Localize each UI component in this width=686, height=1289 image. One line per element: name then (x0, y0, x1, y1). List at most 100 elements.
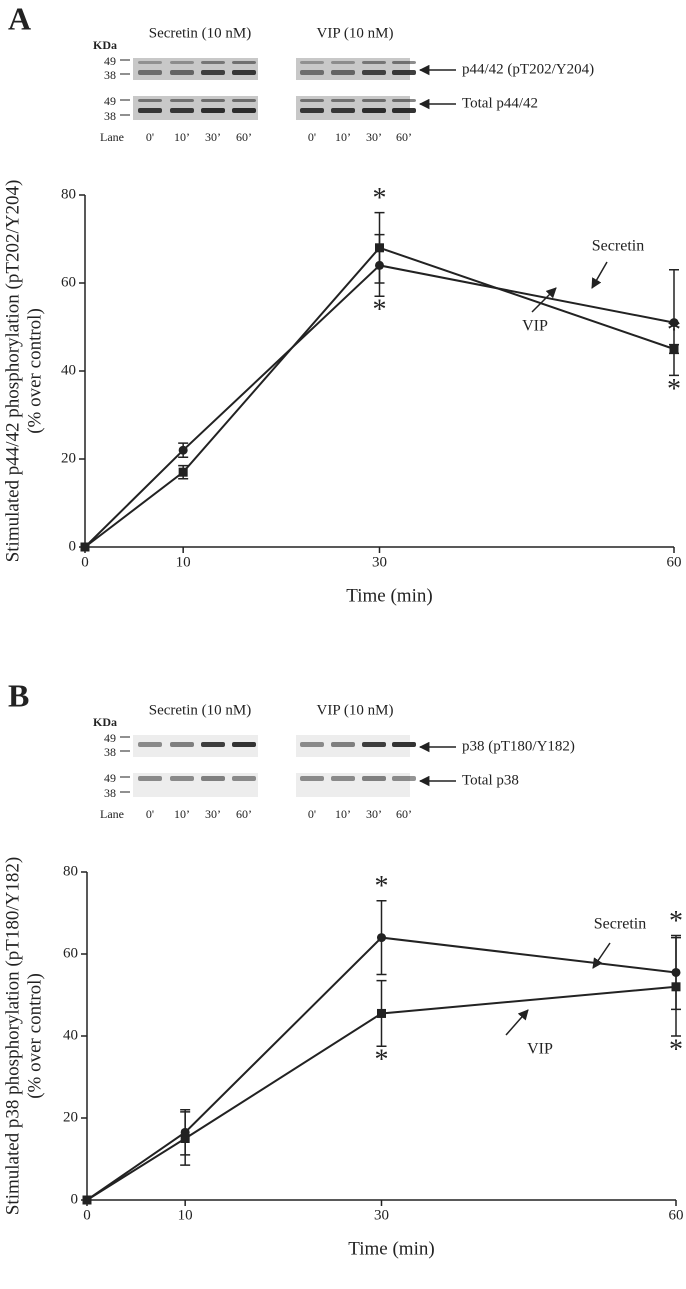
blot-band (232, 108, 256, 113)
y-tick-label: 0 (69, 538, 77, 554)
blot-marker: 38 (104, 109, 116, 123)
blot-lane: 60’ (236, 130, 252, 144)
series-line (86, 936, 677, 1201)
point (178, 445, 188, 455)
blot-marker: 49 (104, 731, 116, 745)
blot-unit: KDa (93, 38, 117, 52)
blot-band (170, 108, 194, 113)
blot-band (232, 61, 256, 64)
series-line (84, 246, 675, 548)
series-line (86, 985, 677, 1201)
blot-row-label: Total p44/42 (462, 95, 538, 111)
blot-marker: 38 (104, 745, 116, 759)
blot-lane: 30’ (205, 807, 221, 821)
series-label: VIP (527, 1041, 553, 1058)
point (178, 467, 188, 477)
x-tick-label: 10 (178, 1207, 193, 1223)
blot-group: VIP (10 nM) (317, 702, 394, 718)
series-label-arrow (592, 942, 611, 969)
blot-band (362, 108, 386, 113)
blot-band (201, 99, 225, 102)
blot-band (331, 99, 355, 102)
blot-background (133, 735, 258, 757)
y-axis-label: Stimulated p44/42 phosphorylation (pT202… (2, 180, 23, 563)
blot-background (133, 773, 258, 797)
blot-lane: 10’ (174, 130, 190, 144)
point (671, 982, 681, 992)
blot-band (392, 742, 416, 747)
blot-band (232, 742, 256, 747)
blot-lane: 60’ (396, 807, 412, 821)
blot-band (362, 776, 386, 781)
blot-band (392, 61, 416, 64)
x-tick-label: 30 (374, 1207, 389, 1223)
significance-mark: * (667, 315, 681, 346)
series-label: Secretin (592, 238, 644, 255)
blot-lane: 60’ (236, 807, 252, 821)
blot-band (300, 99, 324, 102)
y-axis-label: (% over control) (24, 973, 45, 1099)
blot-band (331, 70, 355, 75)
blot-band (300, 61, 324, 64)
blot-band (201, 108, 225, 113)
blot-marker: 49 (104, 94, 116, 108)
blot-lane: 0' (146, 807, 154, 821)
blot-marker: 49 (104, 771, 116, 785)
blot-band (300, 742, 324, 747)
y-tick-label: 20 (63, 1109, 78, 1125)
significance-mark: * (373, 183, 387, 214)
blot-band (392, 776, 416, 781)
significance-mark: * (667, 374, 681, 405)
blot-lane: 0' (308, 130, 316, 144)
point (377, 933, 386, 943)
blot-unit: KDa (93, 715, 117, 729)
y-tick-label: 40 (63, 1027, 78, 1043)
point (82, 1195, 92, 1205)
blot-band (170, 99, 194, 102)
blot-band (392, 99, 416, 102)
blot-lane: 60’ (396, 130, 412, 144)
blot-band (170, 742, 194, 747)
blot-band (170, 776, 194, 781)
blot-band (138, 776, 162, 781)
x-tick-label: 0 (81, 554, 89, 570)
blot-lane: 30’ (205, 130, 221, 144)
blot-band (170, 70, 194, 75)
point (669, 318, 679, 328)
blot-group: Secretin (10 nM) (149, 25, 251, 41)
blot-band (331, 742, 355, 747)
blot-band (232, 70, 256, 75)
blot-band (362, 70, 386, 75)
blot-band (138, 99, 162, 102)
blot-band (392, 70, 416, 75)
blot-band (362, 61, 386, 64)
point (669, 344, 679, 354)
blot-group: VIP (10 nM) (317, 25, 394, 41)
blot-lane-title: Lane (100, 130, 124, 144)
blot-band (331, 61, 355, 64)
x-tick-label: 0 (83, 1207, 91, 1223)
blot-group: Secretin (10 nM) (149, 702, 251, 718)
blot-lane: 30’ (366, 807, 382, 821)
blot-lane: 0' (308, 807, 316, 821)
x-axis-label: Time (min) (348, 1238, 434, 1259)
series-label-arrow (505, 1009, 529, 1036)
x-tick-label: 30 (372, 554, 387, 570)
blot-band (138, 742, 162, 747)
blot-lane: 30’ (366, 130, 382, 144)
blot-marker: 38 (104, 68, 116, 82)
y-axis-label: Stimulated p38 phosphorylation (pT180/Y1… (2, 857, 23, 1215)
blot-lane: 10’ (335, 807, 351, 821)
blot-band (362, 99, 386, 102)
blot-band (138, 61, 162, 64)
blot-band (201, 776, 225, 781)
y-tick-label: 40 (61, 362, 76, 378)
blot-band (201, 70, 225, 75)
blot-band (331, 108, 355, 113)
y-tick-label: 60 (61, 274, 76, 290)
blot-band (392, 108, 416, 113)
series-label-arrow (531, 287, 557, 313)
significance-mark: * (375, 871, 389, 902)
blot-band (138, 70, 162, 75)
point (375, 243, 384, 253)
